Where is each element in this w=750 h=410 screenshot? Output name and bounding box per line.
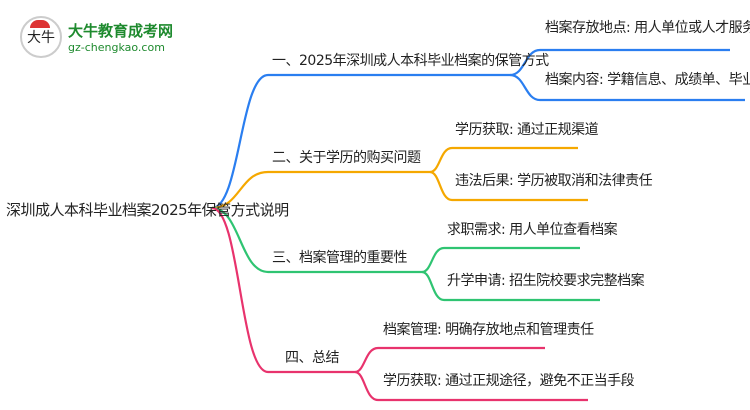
branch-3: 三、档案管理的重要性 — [272, 250, 408, 266]
branch-1: 一、2025年深圳成人本科毕业档案的保管方式 — [272, 53, 549, 69]
logo-icon: 大牛 — [20, 16, 62, 58]
leaf-4b: 学历获取: 通过正规途径，避免不正当手段 — [383, 373, 635, 389]
leaf-3a: 求职需求: 用人单位查看档案 — [447, 222, 618, 238]
logo-mark-text: 大牛 — [27, 30, 55, 46]
connector-2a — [429, 146, 578, 174]
leaf-2b: 违法后果: 学历被取消和法律责任 — [455, 173, 653, 189]
connector-2b — [429, 170, 588, 202]
branch-2: 二、关于学历的购买问题 — [272, 150, 421, 166]
logo: 大牛 大牛教育成考网 gz-chengkao.com — [20, 16, 173, 58]
leaf-4a: 档案管理: 明确存放地点和管理责任 — [383, 322, 594, 338]
connector-3b — [421, 270, 600, 302]
connector-1a — [509, 48, 730, 77]
connector-4 — [211, 206, 355, 374]
connector-1 — [211, 73, 510, 210]
branch-4: 四、总结 — [285, 350, 340, 366]
connector-2 — [211, 170, 430, 210]
leaf-1a: 档案存放地点: 用人单位或人才服务中心 — [545, 20, 750, 36]
logo-name: 大牛教育成考网 — [68, 22, 174, 40]
connector-1b — [509, 73, 745, 102]
leaf-1b: 档案内容: 学籍信息、成绩单、毕业论文成绩 — [545, 72, 750, 88]
leaf-2a: 学历获取: 通过正规渠道 — [455, 122, 599, 138]
connector-3a — [421, 246, 580, 274]
connector-4a — [354, 346, 545, 374]
leaf-3b: 升学申请: 招生院校要求完整档案 — [447, 273, 645, 289]
root-node: 深圳成人本科毕业档案2025年保管方式说明 — [6, 201, 289, 219]
logo-url: gz-chengkao.com — [68, 41, 165, 54]
connector-3 — [211, 206, 422, 274]
connector-4b — [354, 370, 588, 402]
